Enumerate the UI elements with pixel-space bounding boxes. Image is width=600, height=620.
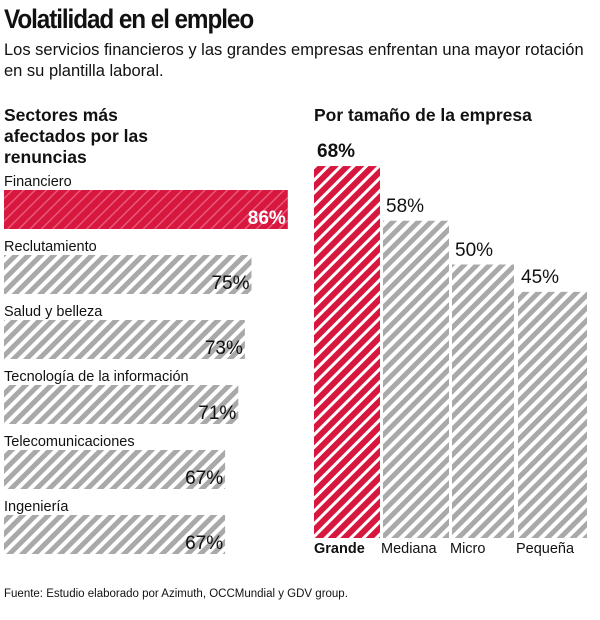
bar xyxy=(383,220,449,539)
bar xyxy=(4,320,245,359)
bar-value-label: 73% xyxy=(204,338,243,359)
bar-value-label: 86% xyxy=(247,208,286,229)
bar xyxy=(4,255,252,294)
bar xyxy=(4,450,226,489)
bar-value-label: 68% xyxy=(317,141,356,163)
bar-label: Tecnología de la información xyxy=(4,369,189,385)
bar-label: Telecomunicaciones xyxy=(4,434,135,450)
bar xyxy=(314,166,380,539)
bar xyxy=(452,264,514,538)
bar-value-label: 71% xyxy=(198,403,237,424)
bar-value-label: 58% xyxy=(386,195,425,217)
category-label: Micro xyxy=(450,541,486,557)
bar-value-label: 67% xyxy=(185,533,224,554)
bar-value-label: 75% xyxy=(211,273,250,294)
bar-value-label: 45% xyxy=(521,266,560,288)
category-label: Mediana xyxy=(381,541,437,557)
bar xyxy=(4,385,239,424)
right-chart-title: Por tamaño de la empresa xyxy=(314,105,532,125)
bar xyxy=(518,291,587,538)
bar xyxy=(4,190,288,229)
source-note: Fuente: Estudio elaborado por Azimuth, O… xyxy=(4,588,348,600)
bar-label: Salud y belleza xyxy=(4,304,103,320)
bar-label: Ingeniería xyxy=(4,499,69,515)
bar-label: Financiero xyxy=(4,174,72,190)
bar-label: Reclutamiento xyxy=(4,239,97,255)
category-label: Pequeña xyxy=(516,541,575,557)
left-chart-title: Sectores más afectados por las renuncias xyxy=(4,105,148,167)
category-label: Grande xyxy=(314,541,365,557)
bar-value-label: 50% xyxy=(455,239,494,261)
subtitle: Los servicios financieros y las grandes … xyxy=(4,41,584,80)
bar-value-label: 67% xyxy=(185,468,224,489)
title: Volatilidad en el empleo xyxy=(4,4,254,34)
bar xyxy=(4,515,226,554)
